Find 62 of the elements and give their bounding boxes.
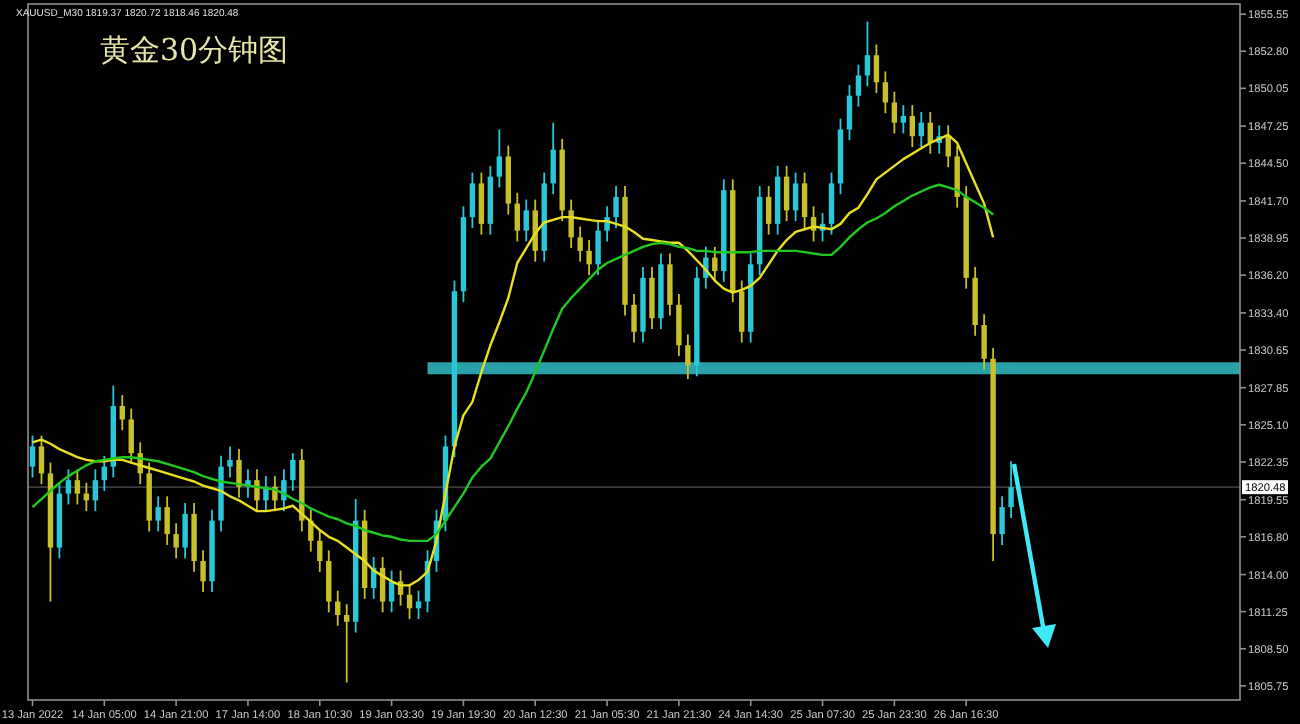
candlestick [685,333,691,380]
candlestick [173,522,179,560]
candlestick [155,495,161,533]
candlestick [855,63,862,108]
candlestick [568,198,574,250]
candlestick [92,468,99,513]
candlestick [550,121,556,196]
candlestick [999,495,1005,546]
candlestick [882,70,889,115]
candlestick [236,448,242,499]
candlestick [972,266,978,337]
candlestick [164,495,170,546]
candlestick [344,603,350,684]
candlestick [739,279,745,344]
candlestick [667,252,673,317]
candlestick [873,43,880,94]
candlestick [281,468,287,513]
candlestick [523,198,529,243]
candlestick [613,185,619,229]
candlestick [846,84,853,142]
candlestick [146,461,152,533]
candlestick [227,445,233,479]
candlestick [200,549,206,593]
candlestick [469,171,476,229]
candlestick [595,218,601,277]
candlestick [649,266,655,330]
candlestick [317,529,323,573]
candlestick [774,164,781,236]
candlestick [765,185,772,236]
candlestick [703,245,709,290]
candlestick [496,128,503,189]
candlestick [792,171,799,223]
candlestick [478,171,485,236]
candlestick [891,90,898,135]
candlestick [65,468,72,506]
candlestick [864,20,871,88]
candlestick [29,434,36,479]
candlestick [128,407,134,465]
candlestick [388,569,395,614]
candlestick [801,171,808,229]
candlestick [254,468,260,513]
candlestick [514,191,520,243]
candlestick [586,239,592,277]
candlestick [828,171,835,236]
candlestick [631,293,637,344]
candlestick [783,164,790,223]
candlestick [326,549,332,614]
candlestick [182,502,188,560]
candlestick [74,468,81,506]
candlestick [1008,460,1014,519]
candlestick [191,502,197,573]
candlestick [981,313,987,371]
candlestick [38,434,45,486]
candlestick [604,205,610,243]
candlestick [505,144,511,216]
candlestick [290,452,296,492]
candlestick [676,293,682,357]
text: 黄金30分钟图 [100,32,289,68]
candlestick [909,104,915,148]
candlestick [577,225,583,263]
candlestick [487,164,494,236]
candlestick [900,104,907,135]
